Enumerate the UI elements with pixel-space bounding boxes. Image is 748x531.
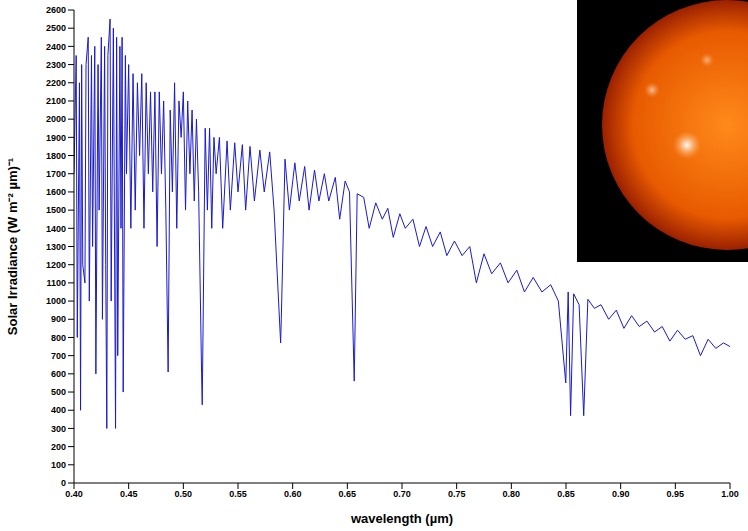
svg-text:0.70: 0.70: [393, 489, 411, 499]
svg-text:100: 100: [51, 460, 66, 470]
svg-text:0.60: 0.60: [284, 489, 302, 499]
svg-text:400: 400: [51, 405, 66, 415]
svg-text:0.50: 0.50: [175, 489, 193, 499]
svg-text:1600: 1600: [46, 187, 66, 197]
svg-text:0: 0: [61, 478, 66, 488]
svg-text:1700: 1700: [46, 169, 66, 179]
svg-text:500: 500: [51, 387, 66, 397]
svg-text:2100: 2100: [46, 96, 66, 106]
svg-text:0.80: 0.80: [503, 489, 521, 499]
svg-text:2400: 2400: [46, 42, 66, 52]
svg-text:2300: 2300: [46, 60, 66, 70]
svg-text:1100: 1100: [46, 278, 66, 288]
svg-text:0.55: 0.55: [229, 489, 247, 499]
svg-text:600: 600: [51, 369, 66, 379]
svg-text:0.85: 0.85: [557, 489, 575, 499]
svg-text:1500: 1500: [46, 205, 66, 215]
svg-text:1800: 1800: [46, 151, 66, 161]
svg-text:0.45: 0.45: [120, 489, 138, 499]
svg-text:0.75: 0.75: [448, 489, 466, 499]
svg-text:1400: 1400: [46, 224, 66, 234]
svg-text:0.65: 0.65: [339, 489, 357, 499]
svg-text:1000: 1000: [46, 296, 66, 306]
svg-text:700: 700: [51, 351, 66, 361]
svg-text:0.90: 0.90: [612, 489, 630, 499]
svg-text:300: 300: [51, 424, 66, 434]
svg-text:2600: 2600: [46, 5, 66, 15]
svg-text:wavelength (µm): wavelength (µm): [350, 511, 453, 526]
svg-text:900: 900: [51, 314, 66, 324]
svg-text:1200: 1200: [46, 260, 66, 270]
svg-text:2500: 2500: [46, 23, 66, 33]
svg-text:1900: 1900: [46, 133, 66, 143]
svg-text:1300: 1300: [46, 242, 66, 252]
svg-text:0.40: 0.40: [65, 489, 83, 499]
svg-text:2000: 2000: [46, 114, 66, 124]
svg-text:800: 800: [51, 333, 66, 343]
svg-text:0.95: 0.95: [667, 489, 685, 499]
svg-text:Solar Irradiance (W m⁻² µm)⁻¹: Solar Irradiance (W m⁻² µm)⁻¹: [5, 158, 20, 335]
svg-text:200: 200: [51, 442, 66, 452]
svg-text:2200: 2200: [46, 78, 66, 88]
svg-text:1.00: 1.00: [721, 489, 739, 499]
